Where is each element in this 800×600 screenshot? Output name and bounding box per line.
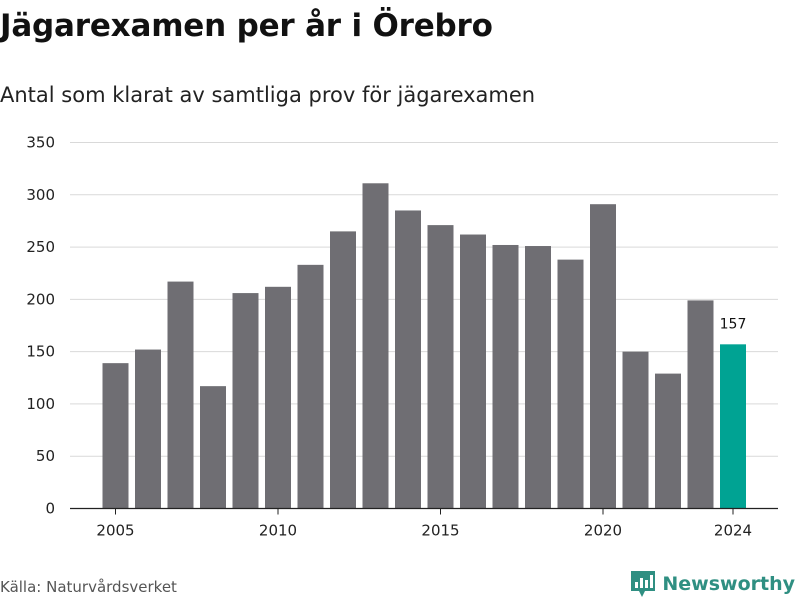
bar-2020	[590, 204, 616, 509]
x-tick-label: 2005	[96, 522, 134, 540]
bar-2009	[232, 293, 259, 509]
bar-2024	[720, 344, 746, 509]
bar-2008	[200, 386, 226, 509]
y-tick-label: 0	[45, 500, 55, 518]
y-tick-label: 250	[26, 238, 55, 256]
x-tick-label: 2015	[421, 522, 459, 540]
bar-2016	[460, 234, 486, 509]
brand-logo: Newsworthy	[630, 569, 795, 599]
chart-title: Jägarexamen per år i Örebro	[0, 8, 493, 44]
chart-subtitle: Antal som klarat av samtliga prov för jä…	[0, 83, 536, 107]
x-tick-label: 2024	[714, 522, 752, 540]
bar-2015	[427, 225, 454, 509]
bar-2013	[362, 183, 389, 509]
y-tick-label: 150	[26, 343, 55, 361]
newsworthy-logo-icon	[631, 571, 656, 597]
bar-2023	[687, 300, 714, 509]
brand-name: Newsworthy	[662, 573, 795, 595]
y-tick-label: 100	[26, 395, 55, 413]
bars	[102, 183, 746, 509]
x-tick-label: 2010	[259, 522, 297, 540]
bar-2010	[265, 286, 291, 509]
x-axis-ticks: 2005 2010 2015 2020 2024	[96, 508, 752, 540]
data-labels: 157	[720, 316, 747, 332]
y-tick-label: 200	[26, 290, 55, 308]
source-note: Källa: Naturvårdsverket	[0, 578, 177, 596]
y-tick-label: 300	[26, 186, 55, 204]
bar-2005	[102, 363, 129, 509]
bar-2011	[297, 264, 324, 509]
bar-2021	[622, 351, 649, 509]
data-label-2024: 157	[720, 316, 747, 332]
y-axis-ticks: 0 50 100 150 200 250 300 350	[26, 134, 55, 518]
bar-2014	[395, 210, 421, 509]
bar-2007	[167, 281, 194, 509]
bar-2019	[557, 259, 584, 509]
bar-2012	[330, 231, 356, 509]
x-tick-label: 2020	[584, 522, 622, 540]
bar-2017	[492, 244, 519, 509]
bar-2018	[525, 246, 551, 509]
y-tick-label: 50	[36, 447, 55, 465]
y-tick-label: 350	[26, 134, 55, 152]
bar-2022	[655, 373, 681, 509]
bar-2006	[135, 349, 161, 509]
